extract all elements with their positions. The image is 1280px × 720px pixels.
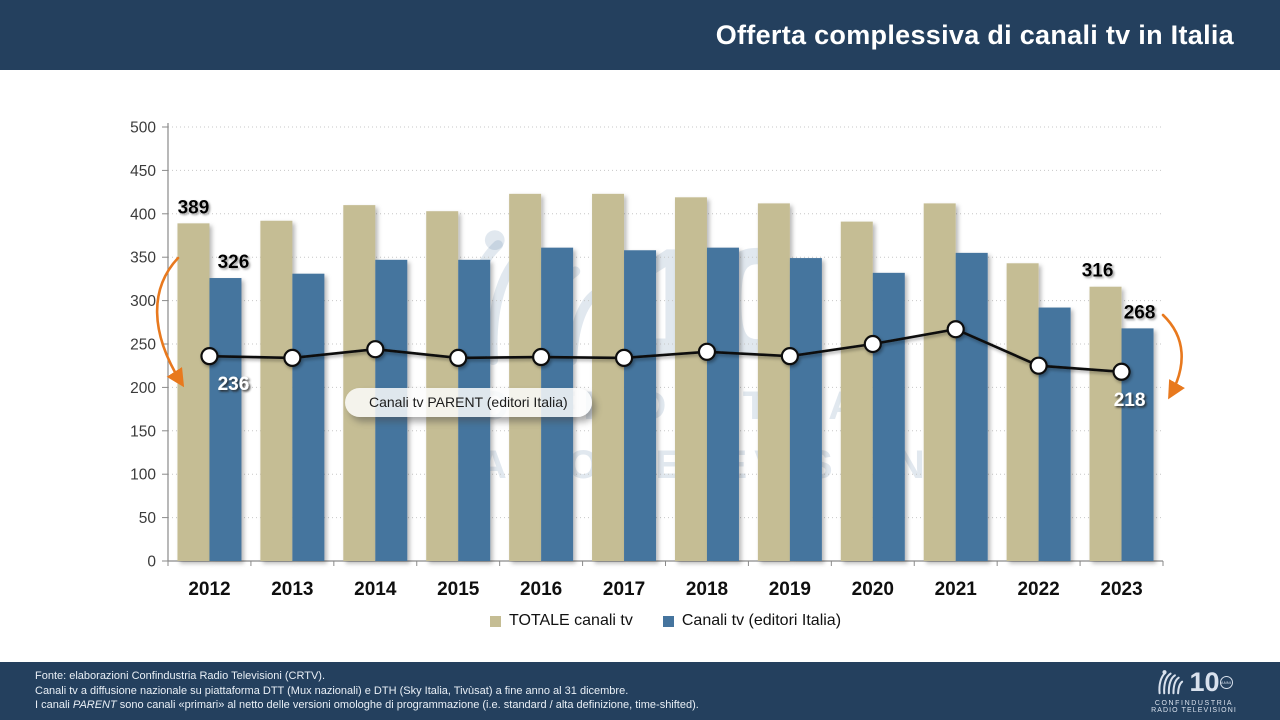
svg-text:50: 50 — [139, 510, 157, 527]
logo-org-line-2: RADIO TELEVISIONI — [1151, 707, 1237, 714]
svg-text:150: 150 — [130, 423, 156, 440]
svg-text:218: 218 — [1114, 390, 1146, 411]
legend-item-totale: TOTALE canali tv — [489, 612, 633, 630]
eagle-logo-icon — [1158, 670, 1184, 695]
combo-chart: 0 50 100 150 200 250 300 350 400 450 500 2012 2013 20… — [130, 120, 1185, 600]
legend-swatch-totale — [489, 615, 501, 627]
line-series — [200, 320, 1131, 381]
svg-text:450: 450 — [130, 163, 156, 180]
svg-text:500: 500 — [130, 120, 156, 137]
svg-text:300: 300 — [130, 293, 156, 310]
footer-notes: Fonte: elaborazioni Confindustria Radio … — [35, 669, 699, 713]
svg-text:326: 326 — [218, 252, 250, 273]
header: Offerta complessiva di canali tv in Ital… — [0, 0, 1280, 70]
anniversary-number: 10 — [1189, 666, 1220, 697]
footer: Fonte: elaborazioni Confindustria Radio … — [0, 662, 1280, 720]
svg-text:2023: 2023 — [1100, 579, 1142, 600]
page-title: Offerta complessiva di canali tv in Ital… — [715, 20, 1234, 50]
annotation-arrows — [155, 256, 1185, 400]
svg-text:400: 400 — [130, 206, 156, 223]
svg-text:100: 100 — [130, 467, 156, 484]
svg-text:2015: 2015 — [437, 579, 480, 600]
logo-org-line-1: CONFINDUSTRIA — [1154, 700, 1234, 707]
svg-text:2014: 2014 — [354, 579, 397, 600]
svg-text:2013: 2013 — [271, 579, 313, 600]
svg-text:389: 389 — [178, 197, 210, 218]
svg-text:0: 0 — [147, 554, 156, 571]
anni-badge: ANNI — [1219, 675, 1233, 689]
footer-note-line-2: I canali PARENT sono canali «primari» al… — [35, 699, 699, 712]
svg-text:236: 236 — [218, 374, 250, 395]
bar-series — [177, 193, 1154, 562]
svg-text:2017: 2017 — [603, 579, 645, 600]
legend-label-editori-italia: Canali tv (editori Italia) — [681, 612, 842, 629]
svg-text:2012: 2012 — [188, 579, 230, 600]
axes: 0 50 100 150 200 250 300 350 400 450 500 2012 2013 20… — [130, 120, 1164, 600]
value-labels: 389 326 236 316 268 218 — [178, 197, 1156, 410]
svg-text:2020: 2020 — [852, 579, 894, 600]
footer-note-line-1: Canali tv a diffusione nazionale su piat… — [35, 684, 629, 697]
svg-text:350: 350 — [130, 250, 156, 267]
svg-text:2016: 2016 — [520, 579, 562, 600]
legend-label-totale: TOTALE canali tv — [508, 612, 633, 629]
svg-text:316: 316 — [1082, 261, 1114, 282]
svg-text:200: 200 — [130, 380, 156, 397]
legend-swatch-editori-italia — [662, 615, 674, 627]
svg-text:2019: 2019 — [769, 579, 811, 600]
svg-text:2021: 2021 — [935, 579, 978, 600]
svg-text:2022: 2022 — [1017, 579, 1059, 600]
chart-canvas: 10 CONFINDUSTRIA RADIO TELEVISIONI — [0, 70, 1280, 662]
footer-source-line: Fonte: elaborazioni Confindustria Radio … — [35, 670, 326, 682]
line-series-callout: Canali tv PARENT (editori Italia) — [345, 388, 592, 417]
legend-item-editori-italia: Canali tv (editori Italia) — [662, 612, 842, 630]
svg-text:2018: 2018 — [686, 579, 728, 600]
legend: TOTALE canali tv Canali tv (editori Ital… — [168, 612, 1163, 630]
crtv-anniversary-logo: 10 ANNI CONFINDUSTRIA RADIO TELEVISIONI — [1124, 665, 1264, 714]
svg-text:250: 250 — [130, 337, 156, 354]
svg-text:268: 268 — [1124, 302, 1156, 323]
